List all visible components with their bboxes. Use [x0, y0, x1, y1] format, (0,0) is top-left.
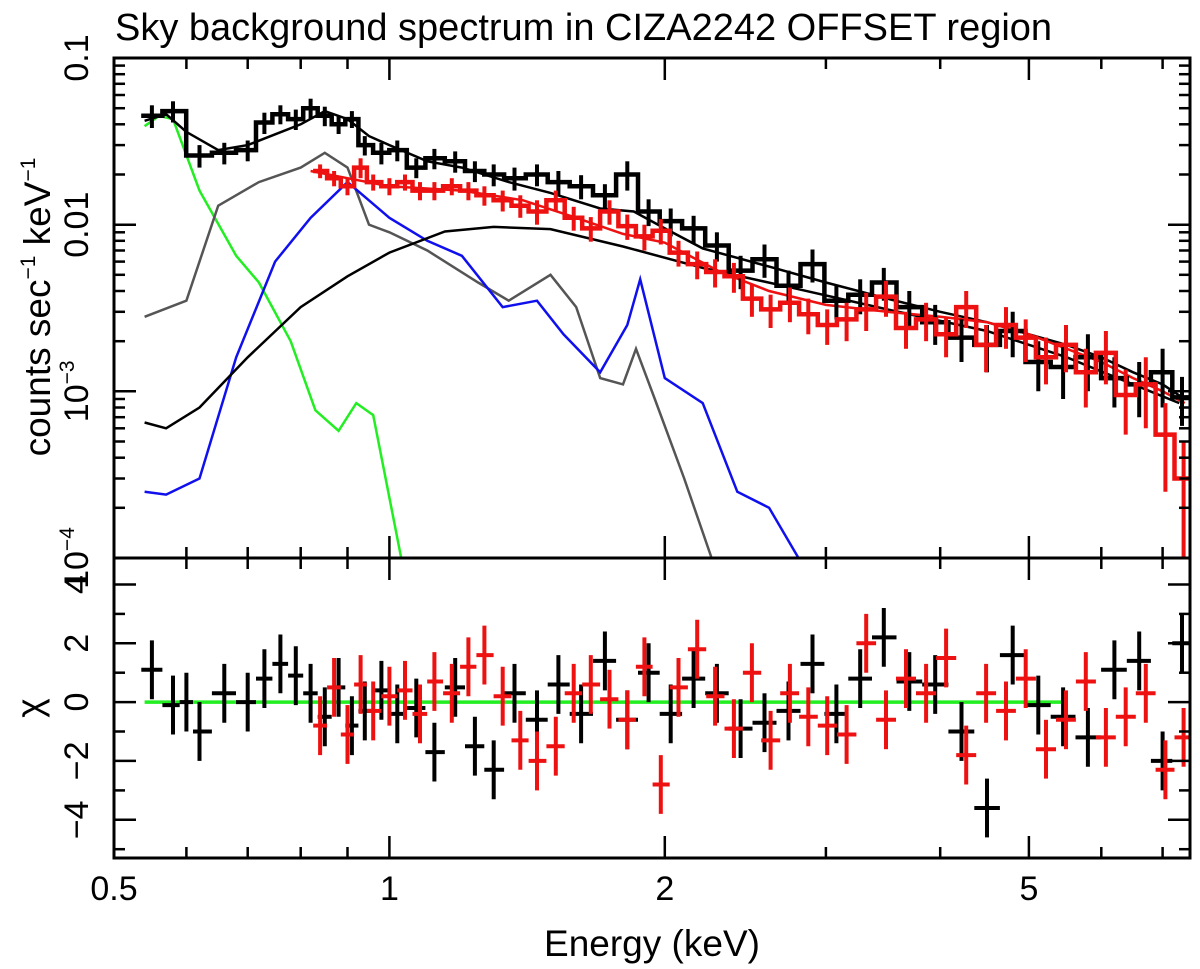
- residual-data-points: [141, 608, 1190, 838]
- y-tick-base: 10: [58, 384, 96, 422]
- top-data-points: [141, 98, 1190, 558]
- chart-title: Sky background spectrum in CIZA2242 OFFS…: [115, 7, 1052, 49]
- residual-y-tick-label: 0: [58, 693, 96, 712]
- y-tick-base: 10: [58, 551, 96, 589]
- y-tick-exponent: −3: [56, 360, 79, 384]
- residual-panel-frame: [112, 556, 1192, 860]
- top-y-tick-label: 0.1: [58, 34, 96, 81]
- residual-y-tick-label: −2: [58, 742, 96, 781]
- model-curve-3: [144, 180, 800, 558]
- top-y-tick-label: 10−4: [56, 527, 96, 589]
- axis-ticks: [112, 56, 1190, 858]
- model-curve-5: [144, 109, 1186, 401]
- residual-y-axis-label: χ: [9, 698, 50, 717]
- x-axis-label: Energy (keV): [544, 923, 760, 964]
- x-tick-label: 2: [655, 870, 674, 908]
- residual-y-tick-label: 4: [58, 575, 96, 594]
- top-y-tick-label: 10−3: [56, 360, 96, 422]
- x-tick-label: 5: [1019, 870, 1038, 908]
- residual-y-tick-label: 2: [58, 634, 96, 653]
- spectrum-step-2: [313, 165, 1190, 481]
- x-tick-label: 1: [380, 870, 399, 908]
- residual-y-tick-label: −4: [58, 800, 96, 839]
- top-y-tick-label: 0.01: [58, 192, 96, 258]
- model-curve-2: [144, 151, 713, 558]
- top-y-axis-label: counts sec−1 keV−1: [17, 158, 58, 457]
- x-tick-label: 0.5: [90, 870, 137, 908]
- y-tick-exponent: −4: [56, 527, 79, 551]
- top-model-curves: [143, 109, 1186, 558]
